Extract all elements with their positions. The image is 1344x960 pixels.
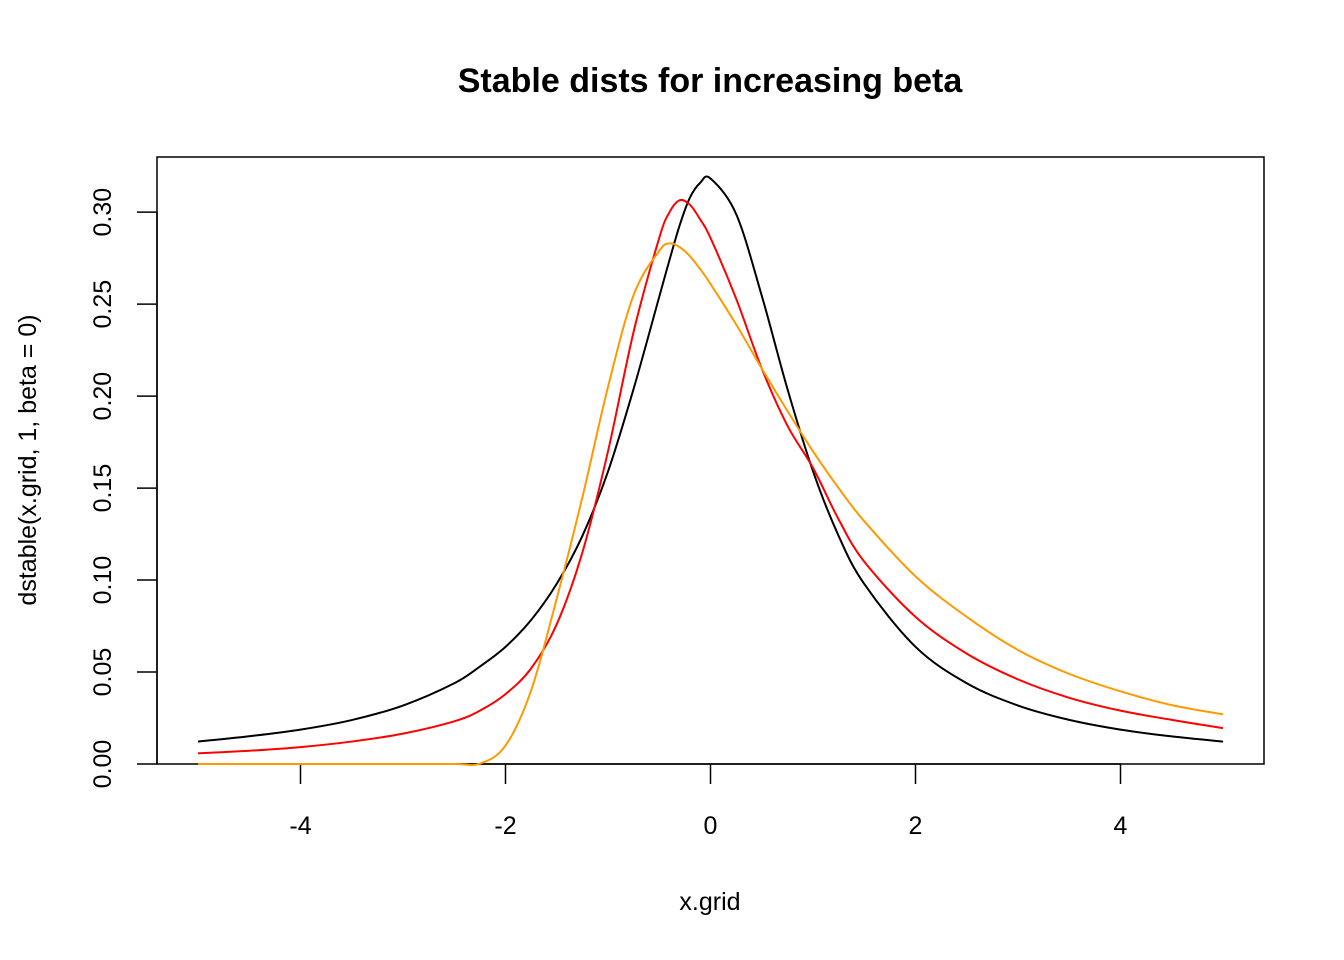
x-tick-label: 4: [1114, 812, 1128, 840]
x-tick-label: 2: [909, 812, 923, 840]
y-tick-label: 0.30: [89, 188, 117, 237]
y-tick-label: 0.15: [89, 464, 117, 513]
y-tick-label: 0.25: [89, 280, 117, 329]
y-tick-label: 0.05: [89, 648, 117, 697]
x-tick-label: -4: [289, 812, 311, 840]
x-tick-label: 0: [704, 812, 718, 840]
x-tick-label: -2: [494, 812, 516, 840]
y-tick-label: 0.10: [89, 556, 117, 605]
y-tick-label: 0.20: [89, 372, 117, 421]
x-axis: -4 -2 0 2 4: [289, 763, 1128, 840]
series-line-2: [198, 242, 1224, 767]
y-axis: 0.00 0.05 0.10 0.15 0.20 0.25 0.30: [89, 188, 158, 789]
chart-title: Stable dists for increasing beta: [458, 62, 964, 100]
x-axis-label: x.grid: [679, 888, 740, 916]
series-line-0: [197, 175, 1224, 743]
series-layer: [197, 175, 1224, 767]
y-axis-label: dstable(x.grid, 1, beta = 0): [14, 314, 42, 605]
plot-frame: [156, 156, 1265, 765]
series-line-1: [197, 198, 1224, 755]
y-tick-label: 0.00: [89, 740, 117, 789]
